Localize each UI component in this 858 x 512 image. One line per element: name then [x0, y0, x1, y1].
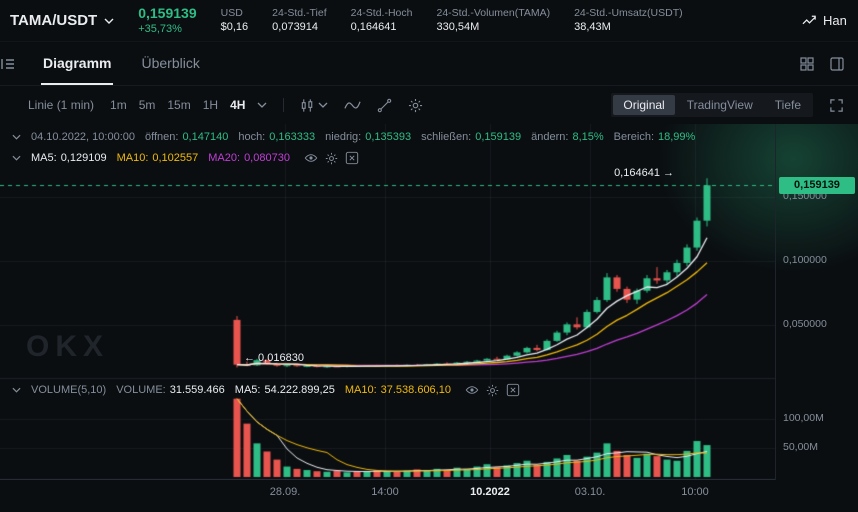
time-tick: 28.09.: [269, 486, 301, 498]
settings-gear-icon[interactable]: [408, 98, 423, 113]
collapse-chevron-icon[interactable]: [12, 155, 21, 161]
instrument-list-icon[interactable]: [1, 58, 15, 70]
volume-indicator-title: VOLUME(5,10): [31, 384, 107, 396]
ma-row-icons: [304, 151, 359, 165]
high-annotation: 0,164641 →: [614, 167, 674, 179]
panel-expand-icon[interactable]: [830, 56, 844, 71]
stat-24h-low: 24-Std.-Tief 0,073914: [272, 6, 327, 34]
volume-row-icons: [465, 383, 520, 397]
stat-24h-high: 24-Std.-Hoch 0,164641: [350, 6, 413, 34]
chart-view-switch: Original TradingView Tiefe: [611, 93, 813, 117]
ohlc-change: ändern: 8,15%: [531, 131, 604, 143]
last-price-tag: 0,159139: [779, 177, 855, 194]
interval-1h[interactable]: 1H: [202, 98, 219, 112]
close-icon[interactable]: [506, 383, 520, 397]
time-tick: 10.2022: [470, 486, 510, 498]
chart-region: 04.10.2022, 10:00:00 öffnen: 0,147140 hoc…: [0, 124, 858, 512]
tab-bar: Diagramm Überblick: [0, 42, 858, 86]
collapse-chevron-icon[interactable]: [12, 387, 21, 393]
volume-info-row: VOLUME(5,10) VOLUME: 31.559.466 MA5: 54.22…: [12, 383, 520, 397]
settings-gear-icon[interactable]: [486, 384, 499, 397]
pair-name: TAMA/USDT: [10, 12, 98, 29]
volume-axis-label: 50,00M: [783, 441, 819, 453]
trend-arrow-icon: [802, 13, 817, 28]
price-axis-label: 0,100000: [783, 254, 827, 266]
low-annotation: ← 0,016830: [244, 352, 304, 364]
ohlc-datetime: 04.10.2022, 10:00:00: [31, 131, 135, 143]
eye-icon[interactable]: [465, 383, 479, 397]
chart-style-select[interactable]: Linie (1 min): [28, 98, 94, 112]
candle-type-icon: [300, 98, 315, 113]
view-tiefe-button[interactable]: Tiefe: [765, 95, 811, 115]
view-original-button[interactable]: Original: [613, 95, 675, 115]
view-tradingview-button[interactable]: TradingView: [677, 95, 763, 115]
interval-4h[interactable]: 4H: [230, 98, 246, 112]
interval-selector: 1m 5m 15m 1H 4H: [110, 98, 267, 112]
trendline-tool-icon[interactable]: [377, 98, 392, 113]
trade-nav-label: Han: [823, 13, 847, 28]
last-price: 0,159139: [138, 4, 197, 21]
ma-info-row: MA5: 0,129109 MA10: 0,102557 MA20: 0,080730: [12, 151, 359, 165]
price-axis-label: 0,050000: [783, 318, 827, 330]
tab-ueberblick-label: Überblick: [141, 54, 200, 71]
settings-gear-icon[interactable]: [325, 152, 338, 165]
time-tick: 14:00: [371, 486, 399, 498]
ohlc-info-row: 04.10.2022, 10:00:00 öffnen: 0,147140 hoc…: [12, 131, 695, 143]
time-tick: 10:00: [681, 486, 709, 498]
chart-style-label: Linie (1 min): [28, 98, 95, 112]
chevron-down-icon: [318, 102, 328, 108]
tabbar-icons: [800, 42, 858, 85]
indicator-wave-icon[interactable]: [344, 100, 362, 111]
toolbar-right: Original TradingView Tiefe: [611, 93, 844, 117]
last-price-block: 0,159139 +35,73%: [138, 4, 197, 36]
price-axis[interactable]: 0,150000 0,100000 0,050000 100,00M 50,00…: [775, 124, 858, 480]
fullscreen-icon[interactable]: [829, 98, 844, 113]
volume-axis-label: 100,00M: [783, 412, 824, 424]
close-icon[interactable]: [345, 151, 359, 165]
candlestick-chart[interactable]: [0, 124, 775, 480]
grid-view-icon[interactable]: [800, 56, 814, 71]
header: TAMA/USDT 0,159139 +35,73% USD $0,16 24-…: [0, 0, 858, 42]
price-change: +35,73%: [138, 23, 182, 36]
okx-watermark: OKX: [26, 330, 110, 363]
time-tick: 03.10.: [574, 486, 606, 498]
ohlc-close: schließen: 0,159139: [421, 131, 522, 143]
eye-icon[interactable]: [304, 151, 318, 165]
trade-nav-link[interactable]: Han: [802, 13, 858, 28]
toolbar-divider: [283, 98, 285, 112]
volume-ma5: MA5: 54.222.899,25: [234, 384, 335, 396]
stat-24h-volume: 24-Std.-Volumen(TAMA) 330,54M: [436, 6, 551, 34]
pair-selector[interactable]: TAMA/USDT: [10, 12, 114, 29]
interval-15m[interactable]: 15m: [167, 98, 191, 112]
chevron-down-icon[interactable]: [257, 102, 267, 108]
tab-ueberblick[interactable]: Überblick: [139, 42, 201, 85]
ohlc-low: niedrig: 0,135393: [325, 131, 412, 143]
volume-value: VOLUME: 31.559.466: [116, 384, 225, 396]
ohlc-range: Bereich: 18,99%: [613, 131, 696, 143]
stat-24h-turnover: 24-Std.-Umsatz(USDT) 38,43M: [574, 6, 683, 34]
chart-toolbar: Linie (1 min) 1m 5m 15m 1H 4H: [0, 86, 858, 124]
ohlc-open: öffnen: 0,147140: [144, 131, 229, 143]
time-axis[interactable]: 28.09. 14:00 10.2022 03.10. 10:00: [0, 480, 775, 512]
ohlc-high: hoch: 0,163333: [238, 131, 316, 143]
interval-5m[interactable]: 5m: [138, 98, 156, 112]
chevron-down-icon: [104, 18, 114, 24]
interval-1m[interactable]: 1m: [110, 98, 127, 112]
tab-diagramm[interactable]: Diagramm: [41, 42, 114, 85]
volume-ma10: MA10: 37.538.606,10: [344, 384, 451, 396]
collapse-chevron-icon[interactable]: [12, 134, 21, 140]
ma10-value: MA10: 0,102557: [116, 152, 199, 164]
tab-diagramm-label: Diagramm: [43, 54, 112, 71]
ma20-value: MA20: 0,080730: [208, 152, 290, 164]
stat-usd: USD $0,16: [220, 6, 249, 34]
candle-type-select[interactable]: [300, 98, 328, 113]
ma5-value: MA5: 0,129109: [31, 152, 107, 164]
